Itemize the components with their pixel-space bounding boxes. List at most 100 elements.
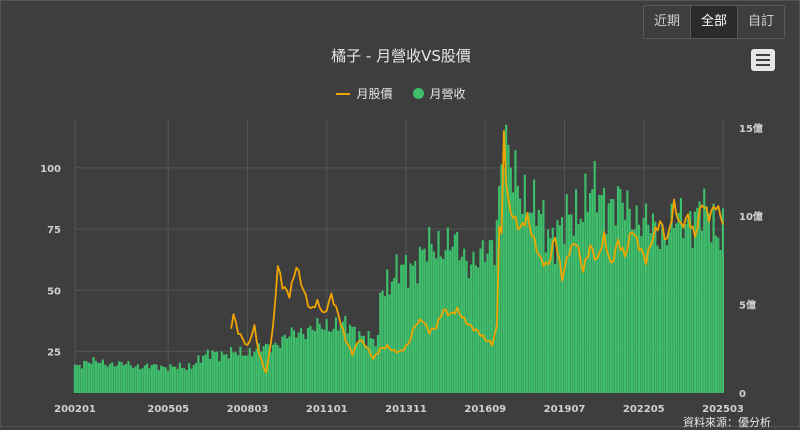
revenue-bar bbox=[195, 363, 198, 393]
revenue-bar bbox=[616, 186, 620, 393]
revenue-bar bbox=[320, 328, 324, 393]
revenue-bar bbox=[76, 364, 79, 393]
range-custom-button[interactable]: 自訂 bbox=[738, 6, 784, 38]
revenue-bar bbox=[651, 213, 655, 393]
revenue-bar bbox=[409, 263, 412, 393]
revenue-bar bbox=[227, 358, 230, 393]
revenue-bar bbox=[274, 342, 277, 393]
x-tick-label: 201311 bbox=[385, 404, 427, 415]
price-line bbox=[230, 130, 724, 374]
revenue-bar bbox=[97, 362, 100, 393]
y-tick-label-left: 25 bbox=[47, 347, 61, 358]
revenue-bar bbox=[288, 336, 291, 393]
revenue-bar bbox=[416, 283, 419, 393]
revenue-bar bbox=[710, 242, 713, 393]
range-all-button[interactable]: 全部 bbox=[691, 6, 738, 38]
revenue-bar bbox=[581, 222, 585, 393]
revenue-bar bbox=[682, 238, 685, 393]
revenue-bar bbox=[444, 250, 447, 393]
revenue-bar bbox=[568, 214, 571, 393]
range-recent-button[interactable]: 近期 bbox=[644, 6, 691, 38]
revenue-bar bbox=[211, 350, 214, 393]
revenue-bar bbox=[463, 248, 466, 393]
revenue-bar bbox=[313, 330, 317, 393]
revenue-bar bbox=[556, 220, 559, 393]
range-button-group: 近期 全部 自訂 bbox=[643, 5, 785, 39]
revenue-bar bbox=[362, 335, 366, 393]
revenue-bar bbox=[647, 224, 650, 393]
revenue-bar bbox=[167, 371, 170, 393]
revenue-bar bbox=[717, 237, 720, 393]
x-tick-label: 202503 bbox=[702, 404, 744, 415]
revenue-bar bbox=[460, 256, 463, 393]
legend-item-revenue[interactable]: 月營收 bbox=[412, 85, 466, 102]
revenue-bar bbox=[225, 354, 228, 393]
revenue-bar bbox=[400, 264, 403, 393]
revenue-bar bbox=[290, 327, 293, 393]
revenue-bar bbox=[619, 188, 622, 393]
revenue-bar bbox=[127, 361, 130, 393]
revenue-bar bbox=[344, 315, 347, 393]
revenue-bar bbox=[295, 337, 298, 393]
x-tick-label: 200505 bbox=[147, 404, 189, 415]
revenue-bar bbox=[533, 179, 536, 393]
revenue-bar bbox=[449, 250, 452, 393]
revenue-bar bbox=[505, 124, 508, 393]
revenue-bar bbox=[595, 212, 599, 393]
revenue-bar bbox=[493, 264, 496, 393]
revenue-bar bbox=[467, 278, 470, 393]
revenue-bar bbox=[248, 348, 251, 393]
revenue-bar bbox=[351, 327, 354, 393]
revenue-bar bbox=[644, 203, 648, 393]
revenue-bar bbox=[386, 269, 389, 393]
revenue-bar bbox=[686, 218, 690, 393]
revenue-bar bbox=[498, 186, 501, 393]
revenue-bar bbox=[206, 349, 209, 393]
revenue-bar bbox=[309, 325, 312, 393]
revenue-bar bbox=[570, 214, 573, 393]
revenue-bar bbox=[598, 194, 601, 393]
revenue-bar bbox=[83, 360, 86, 393]
revenue-bar bbox=[668, 232, 671, 393]
y-tick-label-left: 50 bbox=[47, 286, 61, 297]
revenue-bar bbox=[635, 205, 638, 393]
revenue-bar bbox=[108, 364, 111, 393]
revenue-bar bbox=[626, 190, 629, 393]
revenue-bar bbox=[136, 364, 139, 393]
y-tick-label-right: 0 bbox=[739, 389, 746, 400]
revenue-bar bbox=[234, 352, 237, 393]
revenue-bar bbox=[554, 263, 557, 393]
hamburger-menu-icon[interactable] bbox=[751, 49, 775, 71]
revenue-bar bbox=[78, 365, 81, 393]
revenue-bar bbox=[143, 365, 146, 393]
x-tick-label: 201101 bbox=[306, 404, 348, 415]
revenue-bar bbox=[719, 249, 722, 393]
revenue-bar bbox=[558, 225, 561, 393]
revenue-bar bbox=[155, 364, 158, 393]
revenue-bar bbox=[330, 331, 333, 393]
revenue-bar bbox=[118, 361, 121, 393]
revenue-bar bbox=[689, 211, 692, 393]
revenue-bar bbox=[446, 227, 449, 393]
revenue-bar bbox=[267, 344, 270, 393]
revenue-bar bbox=[407, 287, 410, 393]
revenue-bar bbox=[519, 198, 522, 393]
revenue-bar bbox=[271, 344, 275, 393]
revenue-bar bbox=[339, 324, 342, 393]
revenue-bar bbox=[502, 168, 505, 393]
revenue-bar bbox=[486, 253, 489, 393]
revenue-bar bbox=[276, 345, 279, 393]
revenue-bar bbox=[181, 367, 184, 393]
revenue-bar bbox=[707, 213, 710, 393]
revenue-bar bbox=[512, 192, 515, 393]
revenue-bar bbox=[395, 254, 398, 393]
revenue-bar bbox=[614, 225, 617, 393]
revenue-bar bbox=[423, 248, 426, 393]
revenue-bar bbox=[516, 186, 519, 393]
revenue-bar bbox=[507, 144, 510, 393]
revenue-bar bbox=[665, 245, 669, 393]
revenue-bar bbox=[698, 201, 701, 393]
revenue-bar bbox=[714, 235, 717, 393]
revenue-bar bbox=[633, 229, 636, 393]
legend-item-price[interactable]: 月股價 bbox=[336, 85, 393, 102]
